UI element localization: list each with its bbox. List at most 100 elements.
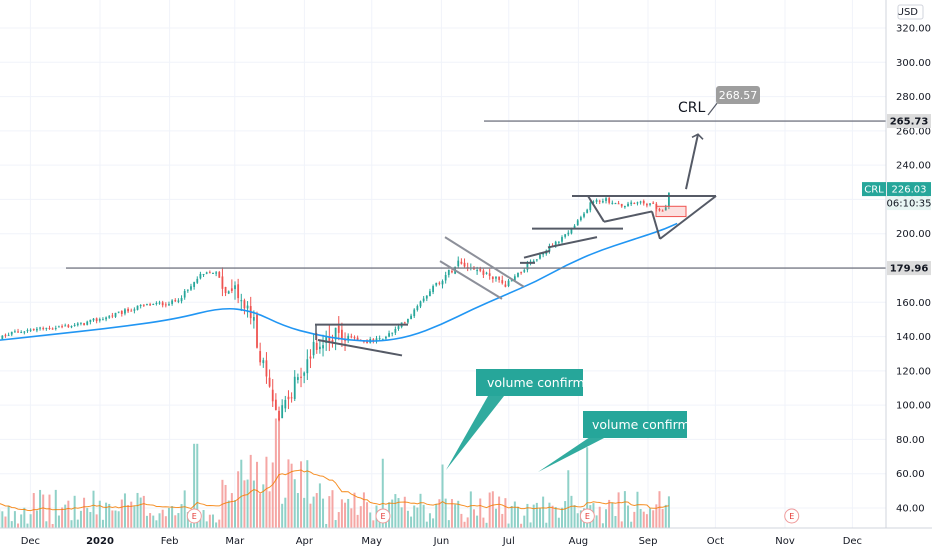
candle-body xyxy=(23,331,26,333)
candle-body xyxy=(70,326,73,328)
candle-body xyxy=(668,192,670,207)
candle-body xyxy=(168,304,170,306)
volume-bar xyxy=(567,470,570,528)
candle-body xyxy=(620,203,623,207)
candle-body xyxy=(388,333,390,337)
volume-bar xyxy=(573,505,576,528)
volume-bar xyxy=(83,497,86,528)
candle-body xyxy=(36,328,38,331)
candle-body xyxy=(535,259,538,261)
candle-body xyxy=(542,253,545,255)
candle-body xyxy=(58,326,60,328)
price-tick-label: 40.00 xyxy=(896,504,925,515)
last-price-box xyxy=(887,182,931,197)
volume-bar xyxy=(237,471,240,528)
level-badge-text: 265.73 xyxy=(890,117,929,128)
callout-box xyxy=(583,411,687,438)
volume-bar xyxy=(491,491,494,528)
candle-body xyxy=(312,341,315,356)
volume-bar xyxy=(243,480,246,528)
candle-body xyxy=(186,289,189,291)
volume-bar xyxy=(623,491,626,528)
volume-bar xyxy=(196,443,199,528)
candle-body xyxy=(287,396,290,400)
volume-bar xyxy=(111,510,114,528)
candle-body xyxy=(293,376,296,399)
candle-body xyxy=(124,309,126,314)
volume-bar xyxy=(265,456,268,528)
volume-bar xyxy=(133,506,136,528)
volume-bar xyxy=(413,505,416,528)
volume-bar xyxy=(211,514,214,528)
candle-body xyxy=(64,325,67,327)
candle-body xyxy=(76,323,79,326)
volume-bar xyxy=(545,522,548,528)
volume-bar xyxy=(171,506,174,528)
volume-bar xyxy=(149,513,152,528)
volume-bar xyxy=(180,504,183,528)
candle-body xyxy=(117,311,120,313)
volume-bar xyxy=(523,515,526,528)
volume-bar xyxy=(183,490,186,528)
candle-body xyxy=(639,201,642,203)
volume-bar xyxy=(344,502,347,528)
volume-bar xyxy=(240,459,243,528)
callout-text: volume confirm xyxy=(487,375,585,390)
volume-bar xyxy=(309,503,312,528)
volume-bar xyxy=(353,492,356,528)
candle-body xyxy=(457,260,460,267)
candle-body xyxy=(256,314,258,348)
volume-bar xyxy=(617,492,620,528)
countdown-box xyxy=(887,196,931,211)
volume-bar xyxy=(438,499,441,528)
volume-bar xyxy=(586,447,589,528)
volume-bar xyxy=(256,461,259,528)
candle-body xyxy=(171,300,174,304)
candle-body xyxy=(262,360,265,364)
candle-body xyxy=(202,274,205,276)
candle-body xyxy=(614,203,617,205)
date-tick-label: Jun xyxy=(433,536,450,547)
volume-bar xyxy=(664,504,667,528)
volume-bar xyxy=(642,511,645,528)
callout-text: volume confirm xyxy=(592,417,690,432)
volume-bar xyxy=(627,505,630,528)
volume-bar xyxy=(193,443,196,528)
volume-bar xyxy=(322,498,325,528)
volume-bar xyxy=(661,509,664,528)
candle-body xyxy=(54,327,57,329)
candle-body xyxy=(218,272,221,278)
earnings-label: E xyxy=(789,512,794,521)
target-connector xyxy=(707,101,719,116)
candle-body xyxy=(7,334,10,336)
candle-body xyxy=(617,203,620,205)
candle-body xyxy=(649,203,651,205)
volume-bar xyxy=(476,515,479,528)
price-tick-label: 120.00 xyxy=(896,366,931,377)
volume-bar xyxy=(397,498,400,528)
triangle-line xyxy=(603,210,653,223)
triangle-line xyxy=(651,211,661,240)
volume-bar xyxy=(230,493,233,528)
candle-body xyxy=(274,399,277,411)
candle-body xyxy=(381,338,384,340)
volume-bar xyxy=(61,507,64,528)
volume-bar xyxy=(268,491,271,528)
volume-bar xyxy=(123,493,126,528)
candle-body xyxy=(495,277,497,279)
volume-bar xyxy=(1,511,4,528)
volume-bar xyxy=(639,508,642,528)
time-axis[interactable]: Dec 2020 Feb Mar Apr May Jun Jul Aug Sep Oct Nov Dec xyxy=(0,527,932,550)
volume-bar xyxy=(130,501,133,528)
volume-bar xyxy=(89,512,92,528)
volume-bar xyxy=(337,512,340,528)
price-tick-label: 280.00 xyxy=(896,92,931,103)
currency-label: USD xyxy=(897,7,919,18)
volume-bar xyxy=(164,516,167,528)
candle-body xyxy=(281,405,284,419)
candle-body xyxy=(523,270,526,272)
candle-body xyxy=(444,275,447,281)
date-tick-label: Dec xyxy=(843,536,862,547)
volume-bar xyxy=(246,479,249,528)
